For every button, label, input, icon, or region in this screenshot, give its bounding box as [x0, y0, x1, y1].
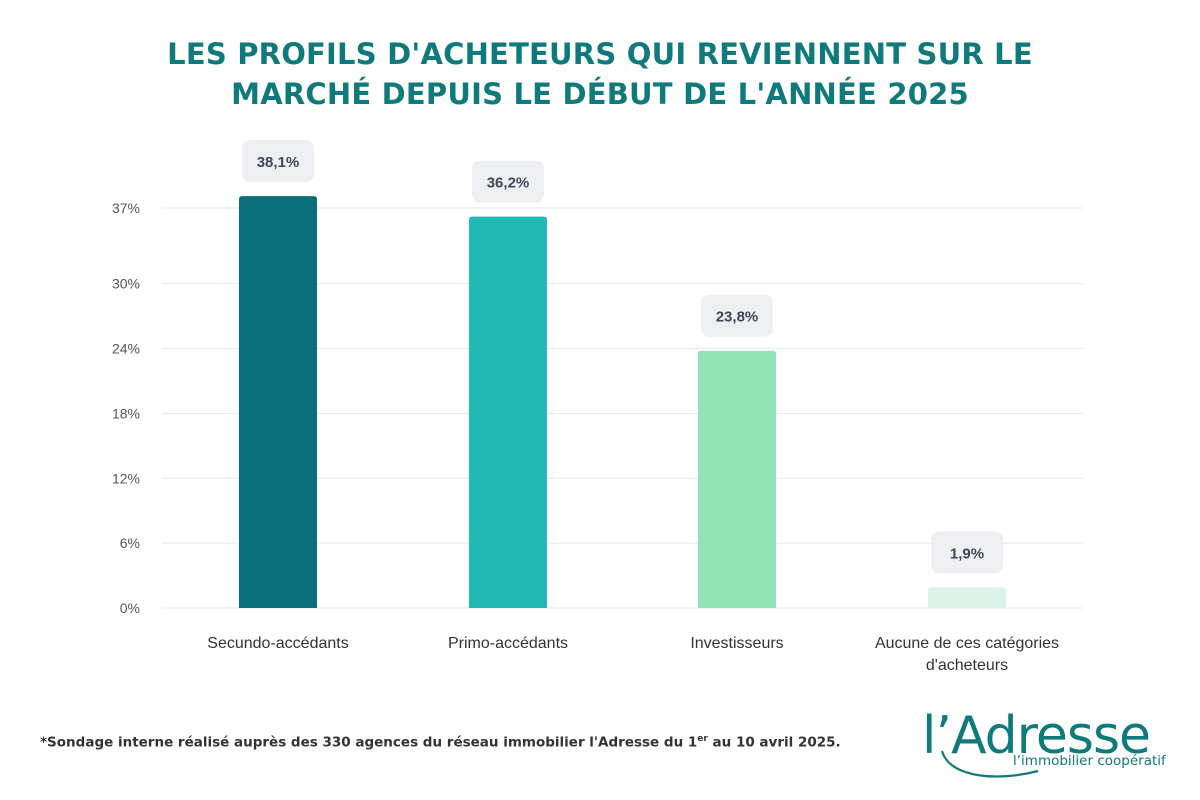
data-label: 36,2% — [487, 175, 530, 192]
logo-tagline: l’immobilier coopératif — [1013, 753, 1167, 769]
y-tick-label: 0% — [120, 600, 140, 616]
bar — [698, 350, 776, 608]
chart-title-line-1: LES PROFILS D'ACHETEURS QUI REVIENNENT S… — [167, 37, 1033, 71]
chart-title: LES PROFILS D'ACHETEURS QUI REVIENNENT S… — [0, 34, 1200, 114]
x-category-label: Secundo-accédants — [207, 635, 348, 652]
data-label: 1,9% — [950, 545, 984, 562]
data-label-box — [472, 160, 544, 203]
y-tick-label: 24% — [112, 341, 140, 357]
y-tick-label: 12% — [112, 470, 140, 486]
x-category-label: d'acheteurs — [926, 657, 1008, 674]
y-tick-label: 18% — [112, 405, 140, 421]
footnote-text-end: au 10 avril 2025. — [707, 734, 841, 751]
data-label-box — [701, 294, 773, 337]
bar — [469, 216, 547, 608]
data-label-box — [931, 531, 1003, 574]
bar — [928, 587, 1006, 608]
x-category-label: Investisseurs — [690, 635, 783, 652]
y-tick-label: 30% — [112, 276, 140, 292]
chart-title-line-2: MARCHÉ DEPUIS LE DÉBUT DE L'ANNÉE 2025 — [231, 77, 969, 111]
x-category-label: Aucune de ces catégories — [875, 635, 1059, 652]
data-label-box — [242, 140, 314, 183]
data-label: 38,1% — [257, 154, 300, 171]
bar — [239, 196, 317, 609]
logo-wordmark: l’Adresse — [922, 706, 1150, 766]
data-label: 23,8% — [716, 309, 759, 326]
y-tick-label: 6% — [120, 535, 140, 551]
y-tick-label: 37% — [112, 200, 140, 216]
x-category-label: Primo-accédants — [448, 635, 568, 652]
ladresse-logo: l’Adresse l’immobilier coopératif — [922, 706, 1167, 778]
footnote: *Sondage interne réalisé auprès des 330 … — [40, 734, 841, 751]
logo-swoosh — [940, 750, 1039, 778]
footnote-text: *Sondage interne réalisé auprès des 330 … — [40, 734, 698, 751]
footnote-superscript: er — [697, 734, 708, 744]
